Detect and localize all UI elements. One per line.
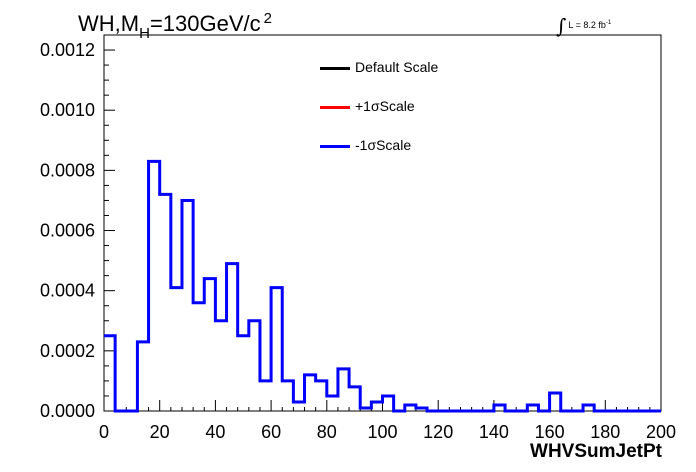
y-axis-ticks: 0.0000 0.0002 0.0004 0.0006 0.0008 0.0010 0.00…	[40, 34, 115, 421]
plot-frame	[103, 34, 662, 412]
luminosity-label: ∫ L = 8.2 fb-1	[556, 14, 612, 38]
legend-line-plus1sigma	[320, 106, 350, 109]
integral-symbol: ∫	[556, 14, 567, 38]
x-tick-label: 60	[261, 422, 281, 442]
y-tick-label: 0.0004	[40, 281, 95, 301]
y-tick-label: 0.0006	[40, 221, 95, 241]
x-tick-label: 140	[479, 422, 509, 442]
chart-title: WH,MH=130GeV/c 2	[78, 10, 272, 42]
y-tick-label: 0.0002	[40, 341, 95, 361]
x-tick-label: 40	[205, 422, 225, 442]
x-tick-label: 200	[646, 422, 676, 442]
series-group	[104, 159, 661, 413]
y-tick-label: 0.0010	[40, 100, 95, 120]
x-tick-label: 160	[535, 422, 565, 442]
legend-label-plus1sigma: +1σScale	[355, 98, 415, 114]
x-axis-ticks: 0 20 40 60 80 100 120 140 160 180 200	[99, 400, 676, 442]
legend-label-default: Default Scale	[355, 59, 439, 75]
x-tick-label: 180	[590, 422, 620, 442]
series-line	[104, 159, 661, 413]
y-tick-label: 0.0000	[40, 401, 95, 421]
x-tick-label: 120	[423, 422, 453, 442]
x-axis-title: WHVSumJetPt	[530, 441, 662, 462]
x-tick-label: 20	[150, 422, 170, 442]
x-tick-label: 100	[367, 422, 397, 442]
x-tick-label: 0	[99, 422, 109, 442]
legend-line-minus1sigma	[320, 145, 350, 148]
legend-label-minus1sigma: -1σScale	[355, 137, 412, 153]
x-tick-label: 80	[317, 422, 337, 442]
legend-line-default	[320, 67, 350, 70]
y-tick-label: 0.0008	[40, 160, 95, 180]
y-tick-label: 0.0012	[40, 40, 95, 60]
